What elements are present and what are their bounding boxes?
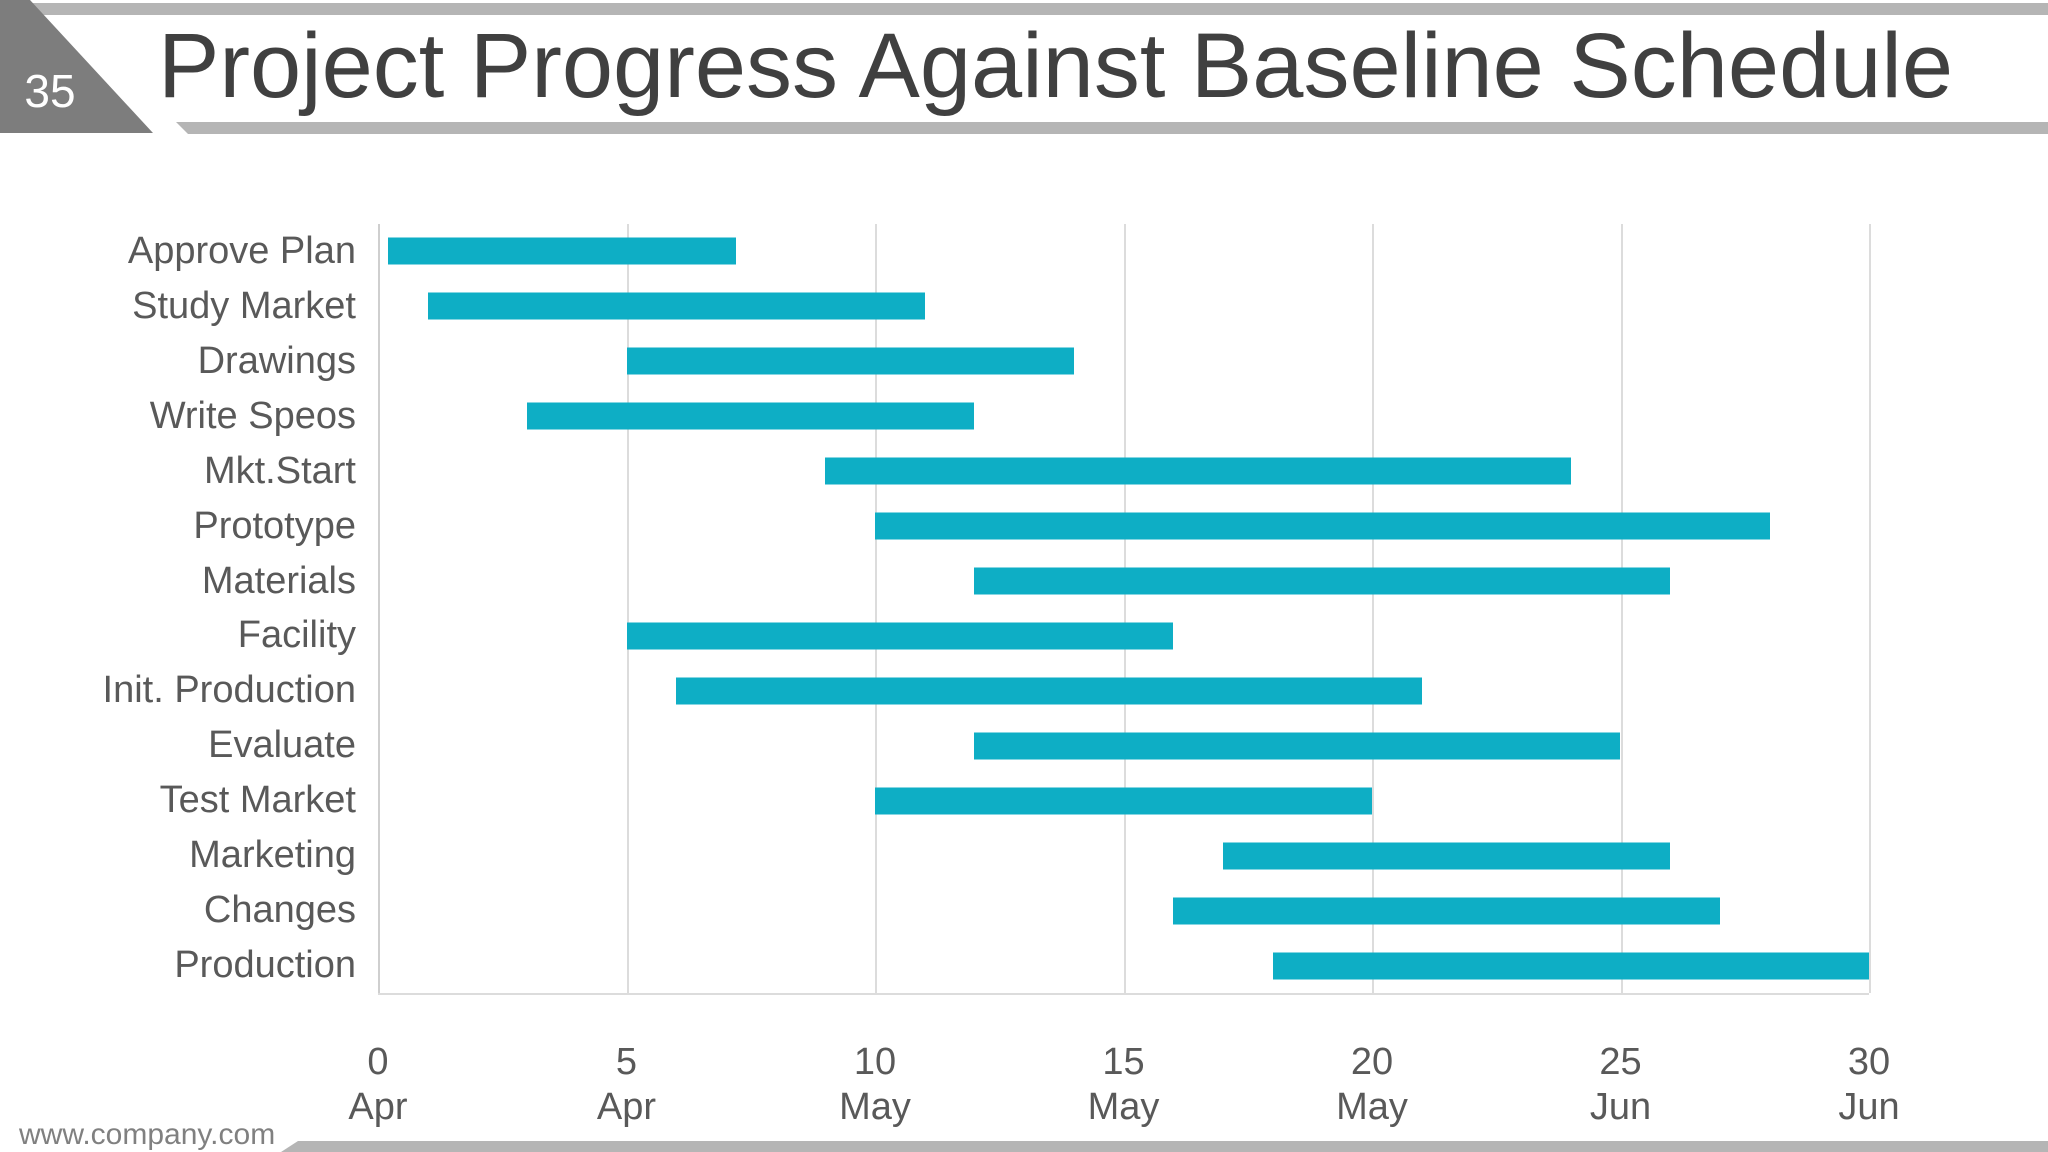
slide-title: Project Progress Against Baseline Schedu… [158,15,1954,117]
gantt-bar [825,457,1571,485]
gantt-bar [427,292,925,320]
gridline [1372,224,1374,993]
category-label: Test Market [159,779,356,822]
footer-url: www.company.com [19,1118,276,1151]
x-tick-label: 0 Apr [348,1041,408,1128]
bottom-accent-bar [281,1141,2048,1152]
gantt-row [378,663,1869,718]
category-label: Materials [201,559,356,602]
gantt-row [378,554,1869,609]
category-label: Marketing [189,834,356,877]
gridline [1620,224,1623,993]
x-axis: 0 Apr 5 Apr 10 May 15 May 20 May 25 Jun 30 Jun [348,1040,1899,1140]
category-label: Mkt.Start [203,449,356,492]
gantt-row [378,279,1869,334]
gantt-bar [387,237,736,265]
gridline [1123,224,1126,993]
gantt-row [378,938,1869,993]
gantt-row [378,499,1869,554]
gantt-row [378,224,1869,279]
gridline [1869,224,1871,993]
category-label: Write Speos [149,394,356,437]
category-label: Drawings [197,339,356,382]
gantt-bar [974,732,1621,760]
gantt-plot-area [378,224,1871,995]
gantt-row [378,334,1869,389]
gantt-bar [875,512,1770,540]
x-tick-label: 10 May [839,1041,911,1128]
gantt-row [378,718,1869,773]
title-underline-bar [176,122,2048,134]
category-label: Approve Plan [127,229,356,272]
slide-number: 35 [24,65,76,117]
category-label: Init. Production [102,669,356,712]
gantt-bar [1222,842,1671,870]
gantt-bar [626,347,1074,375]
top-accent-bar [30,3,2048,15]
gantt-bar [1272,952,1869,980]
gridline [378,224,380,993]
gridline [875,224,877,993]
x-tick-label: 20 May [1336,1041,1408,1128]
category-label: Production [174,944,356,987]
gridline [626,224,629,993]
category-label: Study Market [132,284,356,327]
gantt-bar [626,622,1174,650]
gantt-row [378,389,1869,444]
category-label: Changes [203,889,356,932]
x-tick-label: 5 Apr [596,1041,657,1128]
x-tick-label: 30 Jun [1838,1041,1900,1128]
category-label: Facility [237,614,356,657]
gantt-row [378,773,1869,828]
gantt-row [378,883,1869,938]
gantt-bar [676,677,1422,705]
category-axis: Approve Plan Study Market Drawings Write Sp… [0,224,356,993]
x-tick-label: 25 Jun [1589,1041,1652,1128]
category-label: Prototype [193,504,356,547]
x-tick-label: 15 May [1087,1041,1160,1128]
gantt-row [378,444,1869,499]
gantt-bar [1173,897,1720,925]
category-label: Evaluate [208,724,356,767]
gantt-bar [875,787,1372,815]
gantt-row [378,608,1869,663]
gantt-bar [527,402,975,430]
gantt-bar [974,567,1671,595]
gantt-row [378,828,1869,883]
